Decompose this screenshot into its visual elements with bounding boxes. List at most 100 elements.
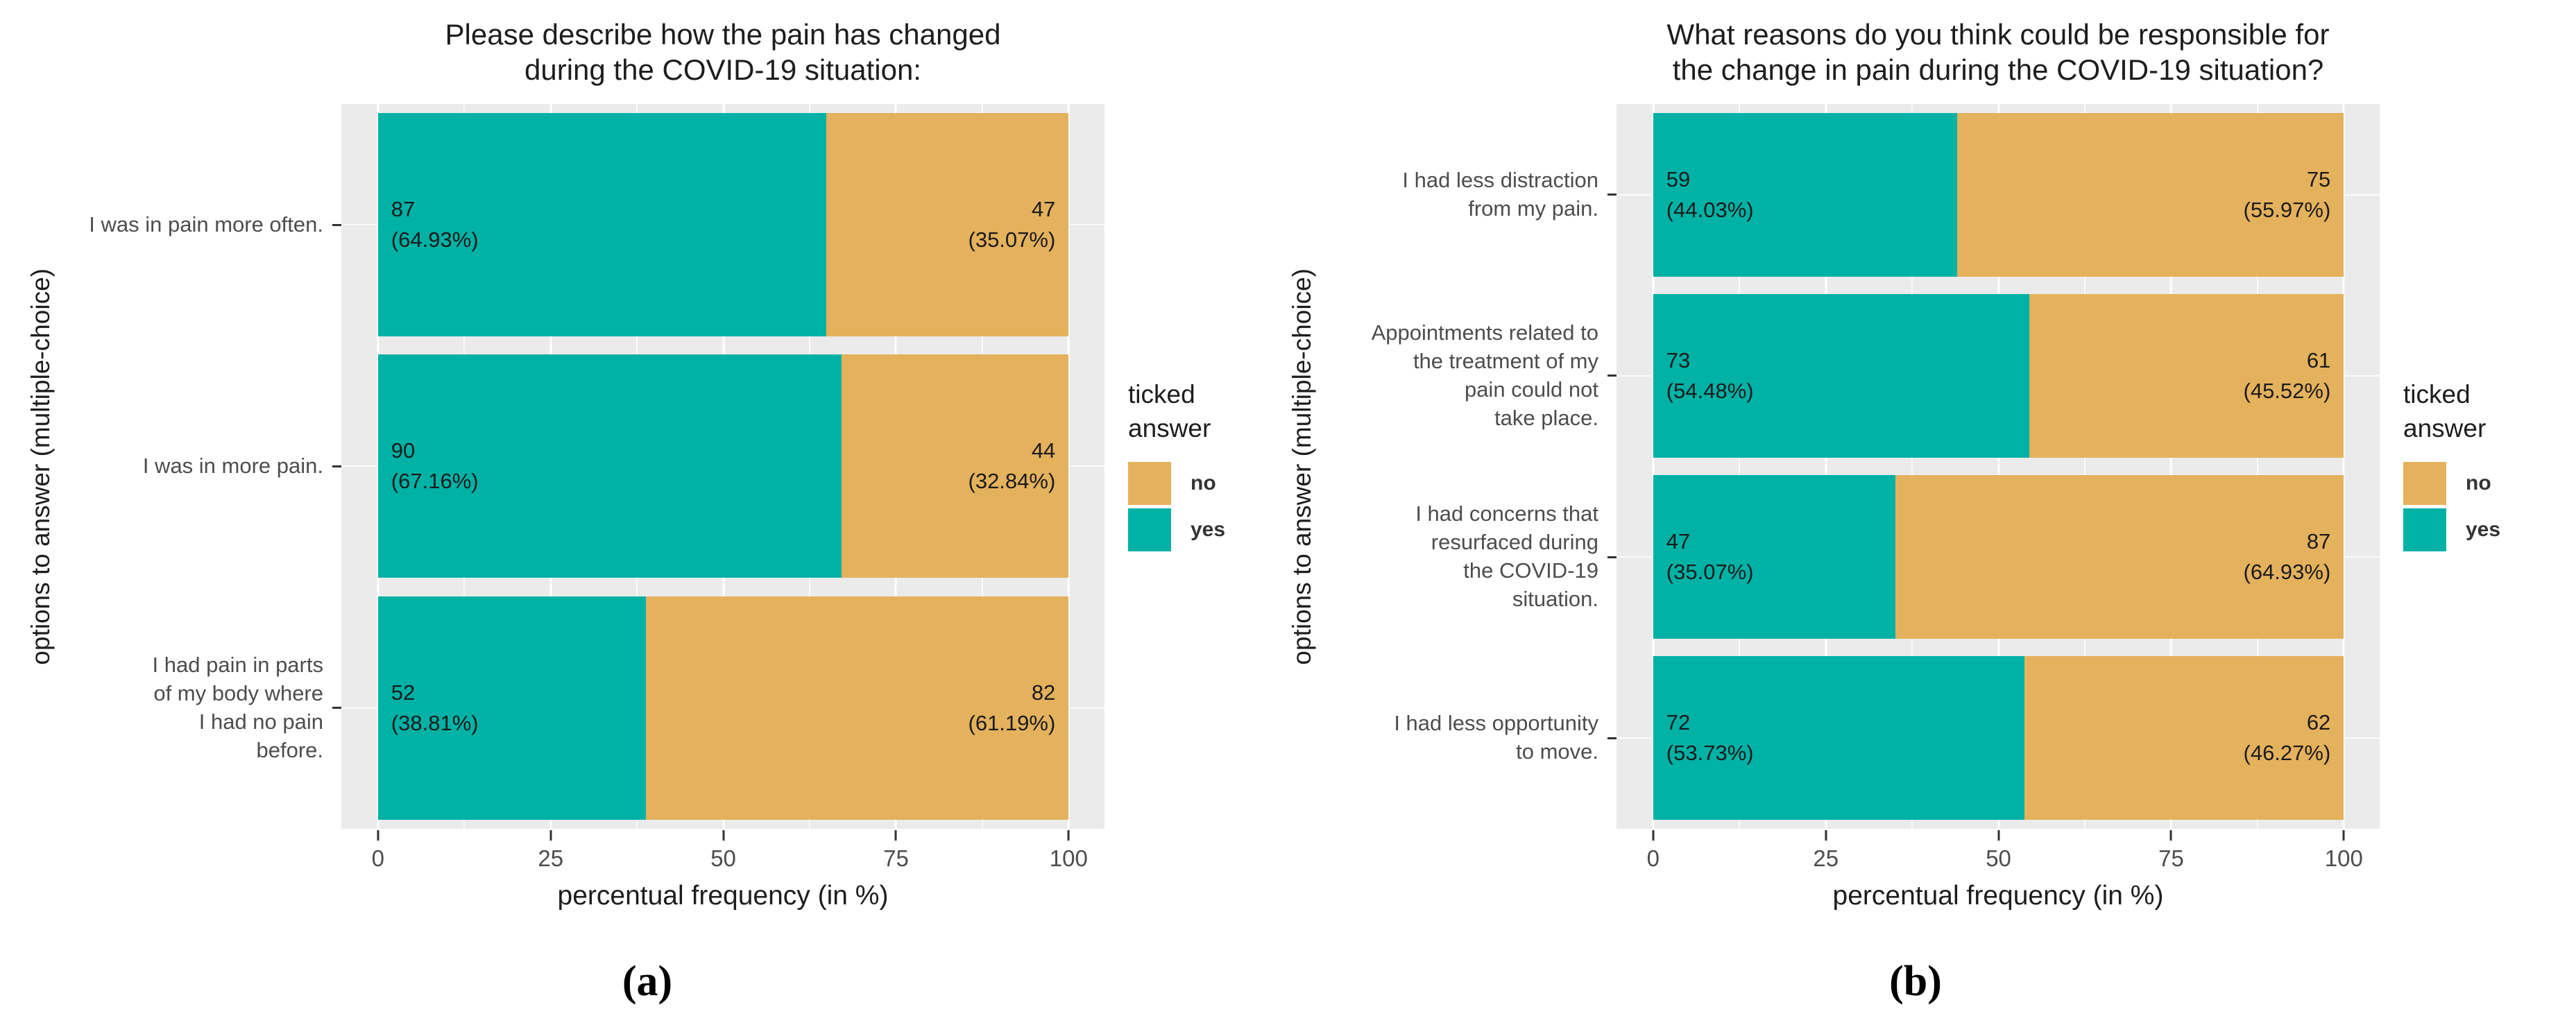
chart-b: What reasons do you think could be respo… [1278, 0, 2553, 928]
bar-value-label-yes: 90 (67.16%) [391, 438, 479, 494]
bar-band: 59 (44.03%) 75 (55.97%) [1617, 104, 2380, 285]
category-band: I had less opportunity to move. [1327, 648, 1604, 829]
minor-gridline [2256, 104, 2258, 829]
x-tick-label: 25 [538, 845, 564, 871]
legend-title: ticked answer [1128, 380, 1211, 442]
bar-value-label-no: 75 (55.97%) [2243, 166, 2331, 222]
x-axis-tick [2342, 830, 2345, 841]
x-tick-label: 75 [2158, 845, 2184, 871]
category-band: I was in pain more often. [65, 104, 329, 345]
bar-value-label-no: 47 (35.07%) [968, 197, 1056, 252]
y-axis-tick [1607, 194, 1617, 196]
stacked-bar: 90 (67.16%) 44 (32.84%) [377, 354, 1069, 578]
stacked-bar: 87 (64.93%) 47 (35.07%) [377, 113, 1069, 337]
legend-item-no: no [2403, 461, 2553, 505]
legend-swatch-no [1128, 461, 1171, 505]
chart-a-x-axis-title: percentual frequency (in %) [557, 881, 889, 911]
y-axis-tick [1607, 375, 1617, 377]
minor-gridline [1739, 104, 1741, 829]
y-axis-tick [332, 223, 341, 226]
chart-b-y-ticks [1604, 104, 1617, 829]
bar-value-label-no: 62 (46.27%) [2243, 710, 2331, 766]
x-axis-tick [722, 830, 725, 841]
legend-item-no: no [1128, 461, 1278, 505]
x-axis-tick [1997, 830, 2000, 841]
y-axis-tick [332, 707, 341, 710]
category-label: I had concerns that resurfaced during th… [1415, 501, 1598, 612]
bar-segment-yes: 90 (67.16%) [377, 354, 842, 578]
chart-b-legend: ticked answer no yes [2380, 378, 2553, 554]
bar-value-label-yes: 59 (44.03%) [1666, 166, 1754, 222]
bar-segment-yes: 59 (44.03%) [1653, 112, 1958, 277]
category-label: Appointments related to the treatment of… [1371, 320, 1598, 430]
major-gridline [1825, 104, 1827, 829]
minor-gridline [1911, 104, 1913, 829]
bar-segment-yes: 72 (53.73%) [1653, 656, 2024, 820]
chart-a-category-labels: I was in pain more often. I was in more … [65, 104, 329, 829]
legend-item-yes: yes [1128, 508, 1278, 551]
x-axis-tick [2169, 830, 2172, 841]
chart-a-legend: ticked answer no yes [1104, 378, 1278, 554]
category-band: I had pain in parts of my body where I h… [65, 587, 329, 829]
bar-segment-no: 87 (64.93%) [1895, 475, 2344, 639]
bar-segment-yes: 73 (54.48%) [1653, 293, 2030, 458]
legend-swatch-no [2403, 461, 2446, 505]
x-axis-tick [1652, 830, 1655, 841]
bar-segment-no: 61 (45.52%) [2029, 293, 2344, 458]
bar-segment-yes: 47 (35.07%) [1653, 475, 1895, 639]
stacked-bar: 47 (35.07%) 87 (64.93%) [1653, 475, 2344, 639]
major-gridline [2342, 104, 2345, 829]
chart-b-category-labels: I had less distraction from my pain. App… [1327, 104, 1604, 829]
bar-band: 90 (67.16%) 44 (32.84%) [341, 345, 1104, 587]
x-axis-tick [1067, 830, 1070, 841]
bar-segment-yes: 52 (38.81%) [377, 596, 647, 820]
legend-label: no [1191, 471, 1216, 495]
x-tick-label: 75 [883, 845, 909, 871]
stacked-bar: 59 (44.03%) 75 (55.97%) [1653, 112, 2344, 277]
bar-band: 52 (38.81%) 82 (61.19%) [341, 587, 1104, 829]
chart-b-x-axis: 0 25 50 75 100 [1617, 829, 2380, 874]
category-band: I was in more pain. [65, 345, 329, 587]
chart-a: Please describe how the pain has changed… [17, 0, 1278, 928]
major-gridline [2169, 104, 2172, 829]
x-axis-tick [1825, 830, 1827, 841]
category-label: I was in pain more often. [89, 212, 323, 237]
x-tick-label: 0 [1646, 845, 1660, 871]
figure-b: What reasons do you think could be respo… [1278, 0, 2553, 1006]
category-label: I had less distraction from my pain. [1402, 167, 1598, 221]
category-band: I had concerns that resurfaced during th… [1327, 467, 1604, 648]
category-label: I had less opportunity to move. [1394, 711, 1598, 764]
figure-b-caption: (b) [1889, 958, 1942, 1005]
bar-segment-no: 82 (61.19%) [646, 596, 1069, 820]
bar-segment-no: 62 (46.27%) [2024, 656, 2344, 820]
bar-value-label-yes: 52 (38.81%) [391, 680, 479, 735]
bar-band: 73 (54.48%) 61 (45.52%) [1617, 285, 2380, 466]
x-axis-tick [894, 830, 897, 841]
bar-segment-yes: 87 (64.93%) [377, 113, 827, 337]
chart-a-x-axis: 0 25 50 75 100 [341, 829, 1104, 874]
chart-a-plot-panel: 87 (64.93%) 47 (35.07%) 90 (67.16%) 44 (… [341, 104, 1104, 829]
chart-b-plot-panel: 59 (44.03%) 75 (55.97%) 73 (54.48%) 61 (… [1617, 104, 2380, 829]
legend-label: yes [1191, 517, 1226, 541]
figure-a-caption: (a) [622, 958, 673, 1005]
category-band: I had less distraction from my pain. [1327, 104, 1604, 285]
bar-segment-no: 47 (35.07%) [826, 113, 1069, 337]
x-tick-label: 50 [710, 845, 736, 871]
x-axis-tick [549, 830, 552, 841]
chart-a-y-ticks [329, 104, 341, 829]
x-tick-label: 0 [371, 845, 384, 871]
legend-swatch-yes [1128, 508, 1171, 551]
minor-gridline [2083, 104, 2085, 829]
legend-swatch-yes [2403, 508, 2446, 551]
legend-title: ticked answer [2403, 380, 2487, 442]
x-tick-label: 100 [1049, 845, 1088, 871]
bar-band: 87 (64.93%) 47 (35.07%) [341, 104, 1104, 345]
x-tick-label: 25 [1813, 845, 1839, 871]
bar-value-label-no: 87 (64.93%) [2243, 529, 2331, 585]
bar-value-label-yes: 73 (54.48%) [1666, 347, 1754, 403]
y-axis-tick [1607, 556, 1617, 558]
bar-band: 72 (53.73%) 62 (46.27%) [1617, 648, 2380, 829]
bar-value-label-yes: 87 (64.93%) [391, 197, 479, 252]
stacked-bar: 73 (54.48%) 61 (45.52%) [1653, 293, 2344, 458]
bar-value-label-no: 82 (61.19%) [968, 680, 1056, 735]
